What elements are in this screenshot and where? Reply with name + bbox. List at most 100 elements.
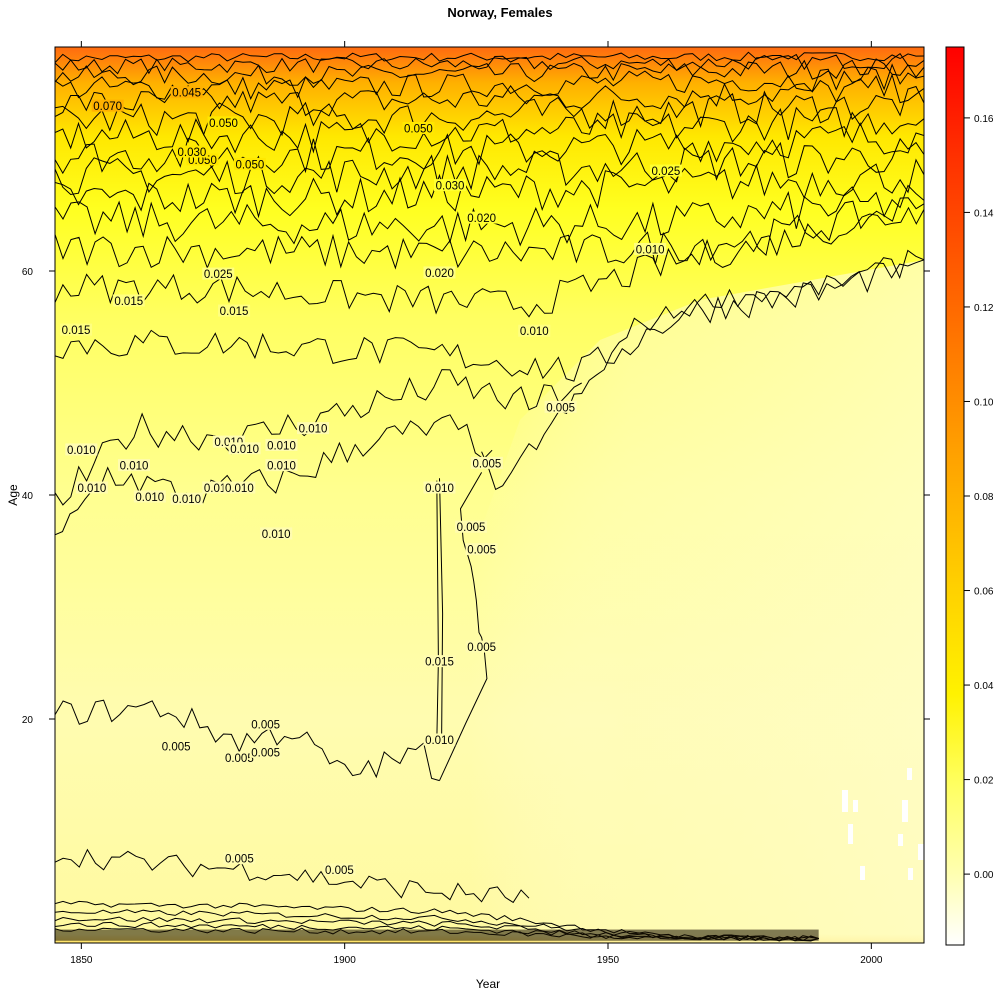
contour-label: 0.010 <box>77 483 106 495</box>
contour-label: 0.010 <box>135 492 164 504</box>
missing-cell <box>902 800 908 822</box>
missing-cell <box>860 866 865 880</box>
contour-0.010 <box>55 206 924 318</box>
contour-label: 0.070 <box>93 101 122 113</box>
contour-0.005-young <box>55 848 530 904</box>
contour-label: 0.025 <box>204 269 233 281</box>
contour-0.005-boundary <box>481 259 924 491</box>
colorbar-tick-label: 0.06 <box>974 587 994 598</box>
colorbar-tick-label: 0.00 <box>974 870 994 881</box>
contour-label-bg <box>175 145 208 158</box>
contour-label: 0.010 <box>172 494 201 506</box>
contour-label: 0.010 <box>267 440 296 452</box>
y-tick-label: 20 <box>22 715 34 726</box>
contour-label-bg <box>112 294 145 307</box>
contour-label-bg <box>465 640 498 653</box>
low-mortality-region <box>470 260 924 943</box>
contour-0.010-spike <box>439 478 444 742</box>
colorbar-tick-label: 0.16 <box>974 114 994 125</box>
contour-label: 0.010 <box>425 483 454 495</box>
colorbar-tick-label: 0.12 <box>974 303 994 314</box>
contour-label: 0.025 <box>652 166 681 178</box>
contour-label: 0.020 <box>425 268 454 280</box>
contour-label: 0.005 <box>251 747 280 759</box>
y-tick-label: 40 <box>22 491 34 502</box>
contour-label: 0.015 <box>425 657 454 669</box>
contour-label: 0.010 <box>230 444 259 456</box>
colorbar-tick-label: 0.08 <box>974 492 994 503</box>
contour-label-bg <box>402 122 435 134</box>
contour-label-bg <box>118 459 150 472</box>
contour-label: 0.010 <box>520 326 549 338</box>
x-tick-label: 1850 <box>70 955 93 966</box>
contour-label-bg <box>249 745 282 758</box>
contour-label-bg <box>465 211 498 224</box>
contour-label: 0.050 <box>404 124 433 136</box>
contour-label: 0.015 <box>114 296 143 308</box>
missing-cell <box>853 800 858 812</box>
contour-label: 0.050 <box>188 155 217 167</box>
contour-label-bg <box>260 527 293 540</box>
contour-label-bg <box>133 490 166 503</box>
contour-label-bg <box>423 481 456 494</box>
x-tick-label: 2000 <box>860 955 883 966</box>
contour-label-bg <box>223 481 256 494</box>
contour-label-bg <box>423 655 456 668</box>
contour-label: 0.010 <box>225 483 254 495</box>
contour-label-bg <box>75 481 108 494</box>
missing-cell <box>848 824 853 844</box>
infant-mortality-band <box>55 929 819 941</box>
contour-label: 0.005 <box>225 753 254 765</box>
chart-title: Norway, Females <box>447 5 552 20</box>
contour-label-bg <box>634 242 667 255</box>
contour-label-bg <box>223 852 256 865</box>
axes: 1850 1900 1950 2000 20 40 60 <box>22 41 930 966</box>
contour-label-bg <box>249 717 282 730</box>
missing-cell <box>907 768 912 780</box>
contour-label-bg <box>218 304 251 317</box>
contour-upper <box>55 158 924 219</box>
contour-label-bg <box>233 157 266 170</box>
contour-label-bg <box>223 751 256 764</box>
contour-label: 0.010 <box>636 244 665 256</box>
contour-label: 0.005 <box>162 742 191 754</box>
contour-upper <box>55 51 924 64</box>
contour-upper <box>55 137 924 196</box>
contour-label: 0.010 <box>262 529 291 541</box>
contour-label-bg <box>455 520 488 533</box>
contour-label: 0.005 <box>225 854 254 866</box>
contour-0.015 <box>55 197 924 270</box>
contour-upper <box>55 58 924 86</box>
contour-label-bg <box>170 86 203 99</box>
contour-0.005-boundary <box>439 472 488 781</box>
contour-label: 0.010 <box>67 445 96 457</box>
contour-upper <box>55 106 924 154</box>
contour-label-bg <box>60 323 93 336</box>
contour-0.010-mid2 <box>55 414 493 536</box>
contour-label: 0.045 <box>172 88 201 100</box>
contour-label: 0.005 <box>325 865 354 877</box>
contour-label: 0.010 <box>120 461 149 473</box>
contour-label-bg <box>202 267 235 280</box>
y-tick-label: 60 <box>22 267 34 278</box>
contour-0.010-mid <box>55 369 582 506</box>
contour-label: 0.010 <box>425 735 454 747</box>
contour-label-bg <box>265 459 298 472</box>
contour-label-bg <box>465 543 498 556</box>
x-tick-label: 1900 <box>334 955 357 966</box>
contour-label-bg <box>423 733 456 746</box>
contour-label: 0.005 <box>457 522 486 534</box>
contour-upper <box>55 122 924 175</box>
x-axis-label: Year <box>476 977 500 991</box>
contour-label-bg <box>470 456 503 469</box>
missing-cell <box>908 868 913 880</box>
contour-label: 0.050 <box>209 118 238 130</box>
contour-label-bg <box>160 740 193 753</box>
contour-label: 0.010 <box>299 424 328 436</box>
contour-label-bg <box>649 164 682 177</box>
contour-label-bg <box>65 443 98 456</box>
y-axis-label: Age <box>6 484 20 506</box>
contour-label: 0.005 <box>251 719 280 731</box>
